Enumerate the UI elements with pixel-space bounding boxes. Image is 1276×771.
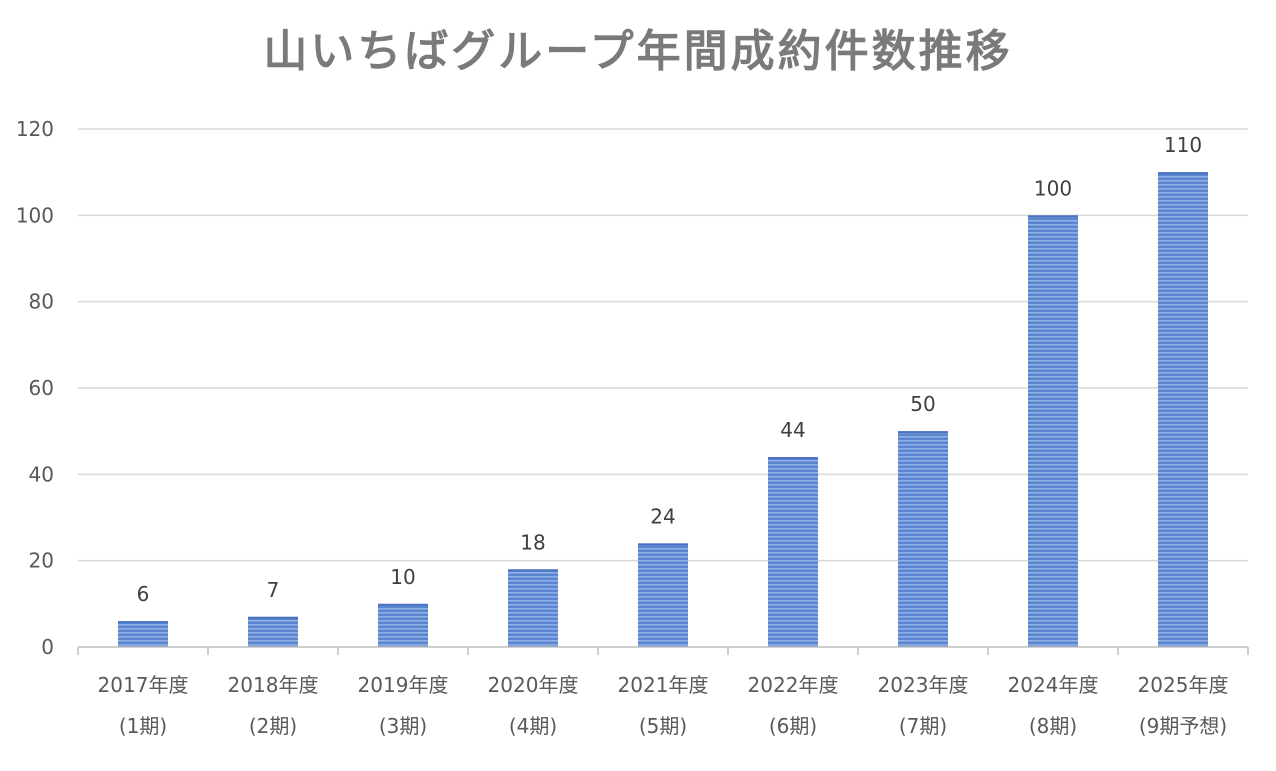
bar-top-edge	[768, 457, 818, 460]
bar-top-edge	[1028, 215, 1078, 218]
data-label: 6	[137, 582, 150, 606]
x-category-label: 2021年度	[618, 673, 709, 697]
bar	[118, 621, 168, 647]
data-label: 18	[520, 530, 545, 554]
x-category-label: 2023年度	[878, 673, 969, 697]
bar-top-edge	[118, 621, 168, 624]
x-category-label: 2020年度	[488, 673, 579, 697]
x-category-sublabel: (5期)	[639, 714, 687, 738]
bar	[248, 616, 298, 647]
chart-title: 山いちばグループ年間成約件数推移	[263, 26, 1012, 77]
bar	[378, 603, 428, 647]
data-labels: 6 7 10 18 24 44 50 100 110	[137, 133, 1202, 606]
x-category-sublabel: (4期)	[509, 714, 557, 738]
x-category-sublabel: (3期)	[379, 714, 427, 738]
y-tick-label: 20	[29, 549, 54, 573]
bar	[1028, 215, 1078, 648]
bar-top-edge	[1158, 172, 1208, 175]
bar-top-edge	[898, 431, 948, 434]
y-axis-ticks: 0 20 40 60 80 100 120	[16, 117, 54, 659]
category-labels: 2017年度 (1期) 2018年度 (2期) 2019年度 (3期) 2020年度 (4期)…	[98, 673, 1229, 738]
y-tick-label: 100	[16, 203, 54, 227]
data-label: 110	[1164, 133, 1202, 157]
x-category-label: 2024年度	[1008, 673, 1099, 697]
data-label: 24	[650, 504, 675, 528]
bar	[638, 543, 688, 647]
bar-top-edge	[638, 543, 688, 546]
x-axis	[77, 646, 1249, 655]
x-category-label: 2022年度	[748, 673, 839, 697]
y-tick-label: 120	[16, 117, 54, 141]
bar	[768, 457, 818, 647]
x-category-label: 2025年度	[1138, 673, 1229, 697]
bar	[508, 569, 558, 647]
y-tick-label: 40	[29, 462, 54, 486]
x-category-label: 2019年度	[358, 673, 449, 697]
x-category-sublabel: (2期)	[249, 714, 297, 738]
bar-top-edge	[248, 616, 298, 619]
data-label: 44	[780, 418, 805, 442]
bar-top-edge	[378, 603, 428, 606]
data-label: 100	[1034, 176, 1072, 200]
bar	[898, 431, 948, 647]
x-category-label: 2018年度	[228, 673, 319, 697]
data-label: 50	[910, 392, 935, 416]
x-category-sublabel: (1期)	[119, 714, 167, 738]
data-label: 10	[390, 565, 415, 589]
x-category-sublabel: (6期)	[769, 714, 817, 738]
y-tick-label: 80	[29, 290, 54, 314]
x-category-sublabel: (7期)	[899, 714, 947, 738]
bar-top-edge	[508, 569, 558, 572]
x-category-sublabel: (8期)	[1029, 714, 1077, 738]
x-category-sublabel: (9期予想)	[1139, 714, 1227, 738]
y-tick-label: 60	[29, 376, 54, 400]
bars	[118, 172, 1208, 648]
data-label: 7	[267, 578, 280, 602]
x-category-label: 2017年度	[98, 673, 189, 697]
bar	[1158, 172, 1208, 647]
y-tick-label: 0	[41, 635, 54, 659]
